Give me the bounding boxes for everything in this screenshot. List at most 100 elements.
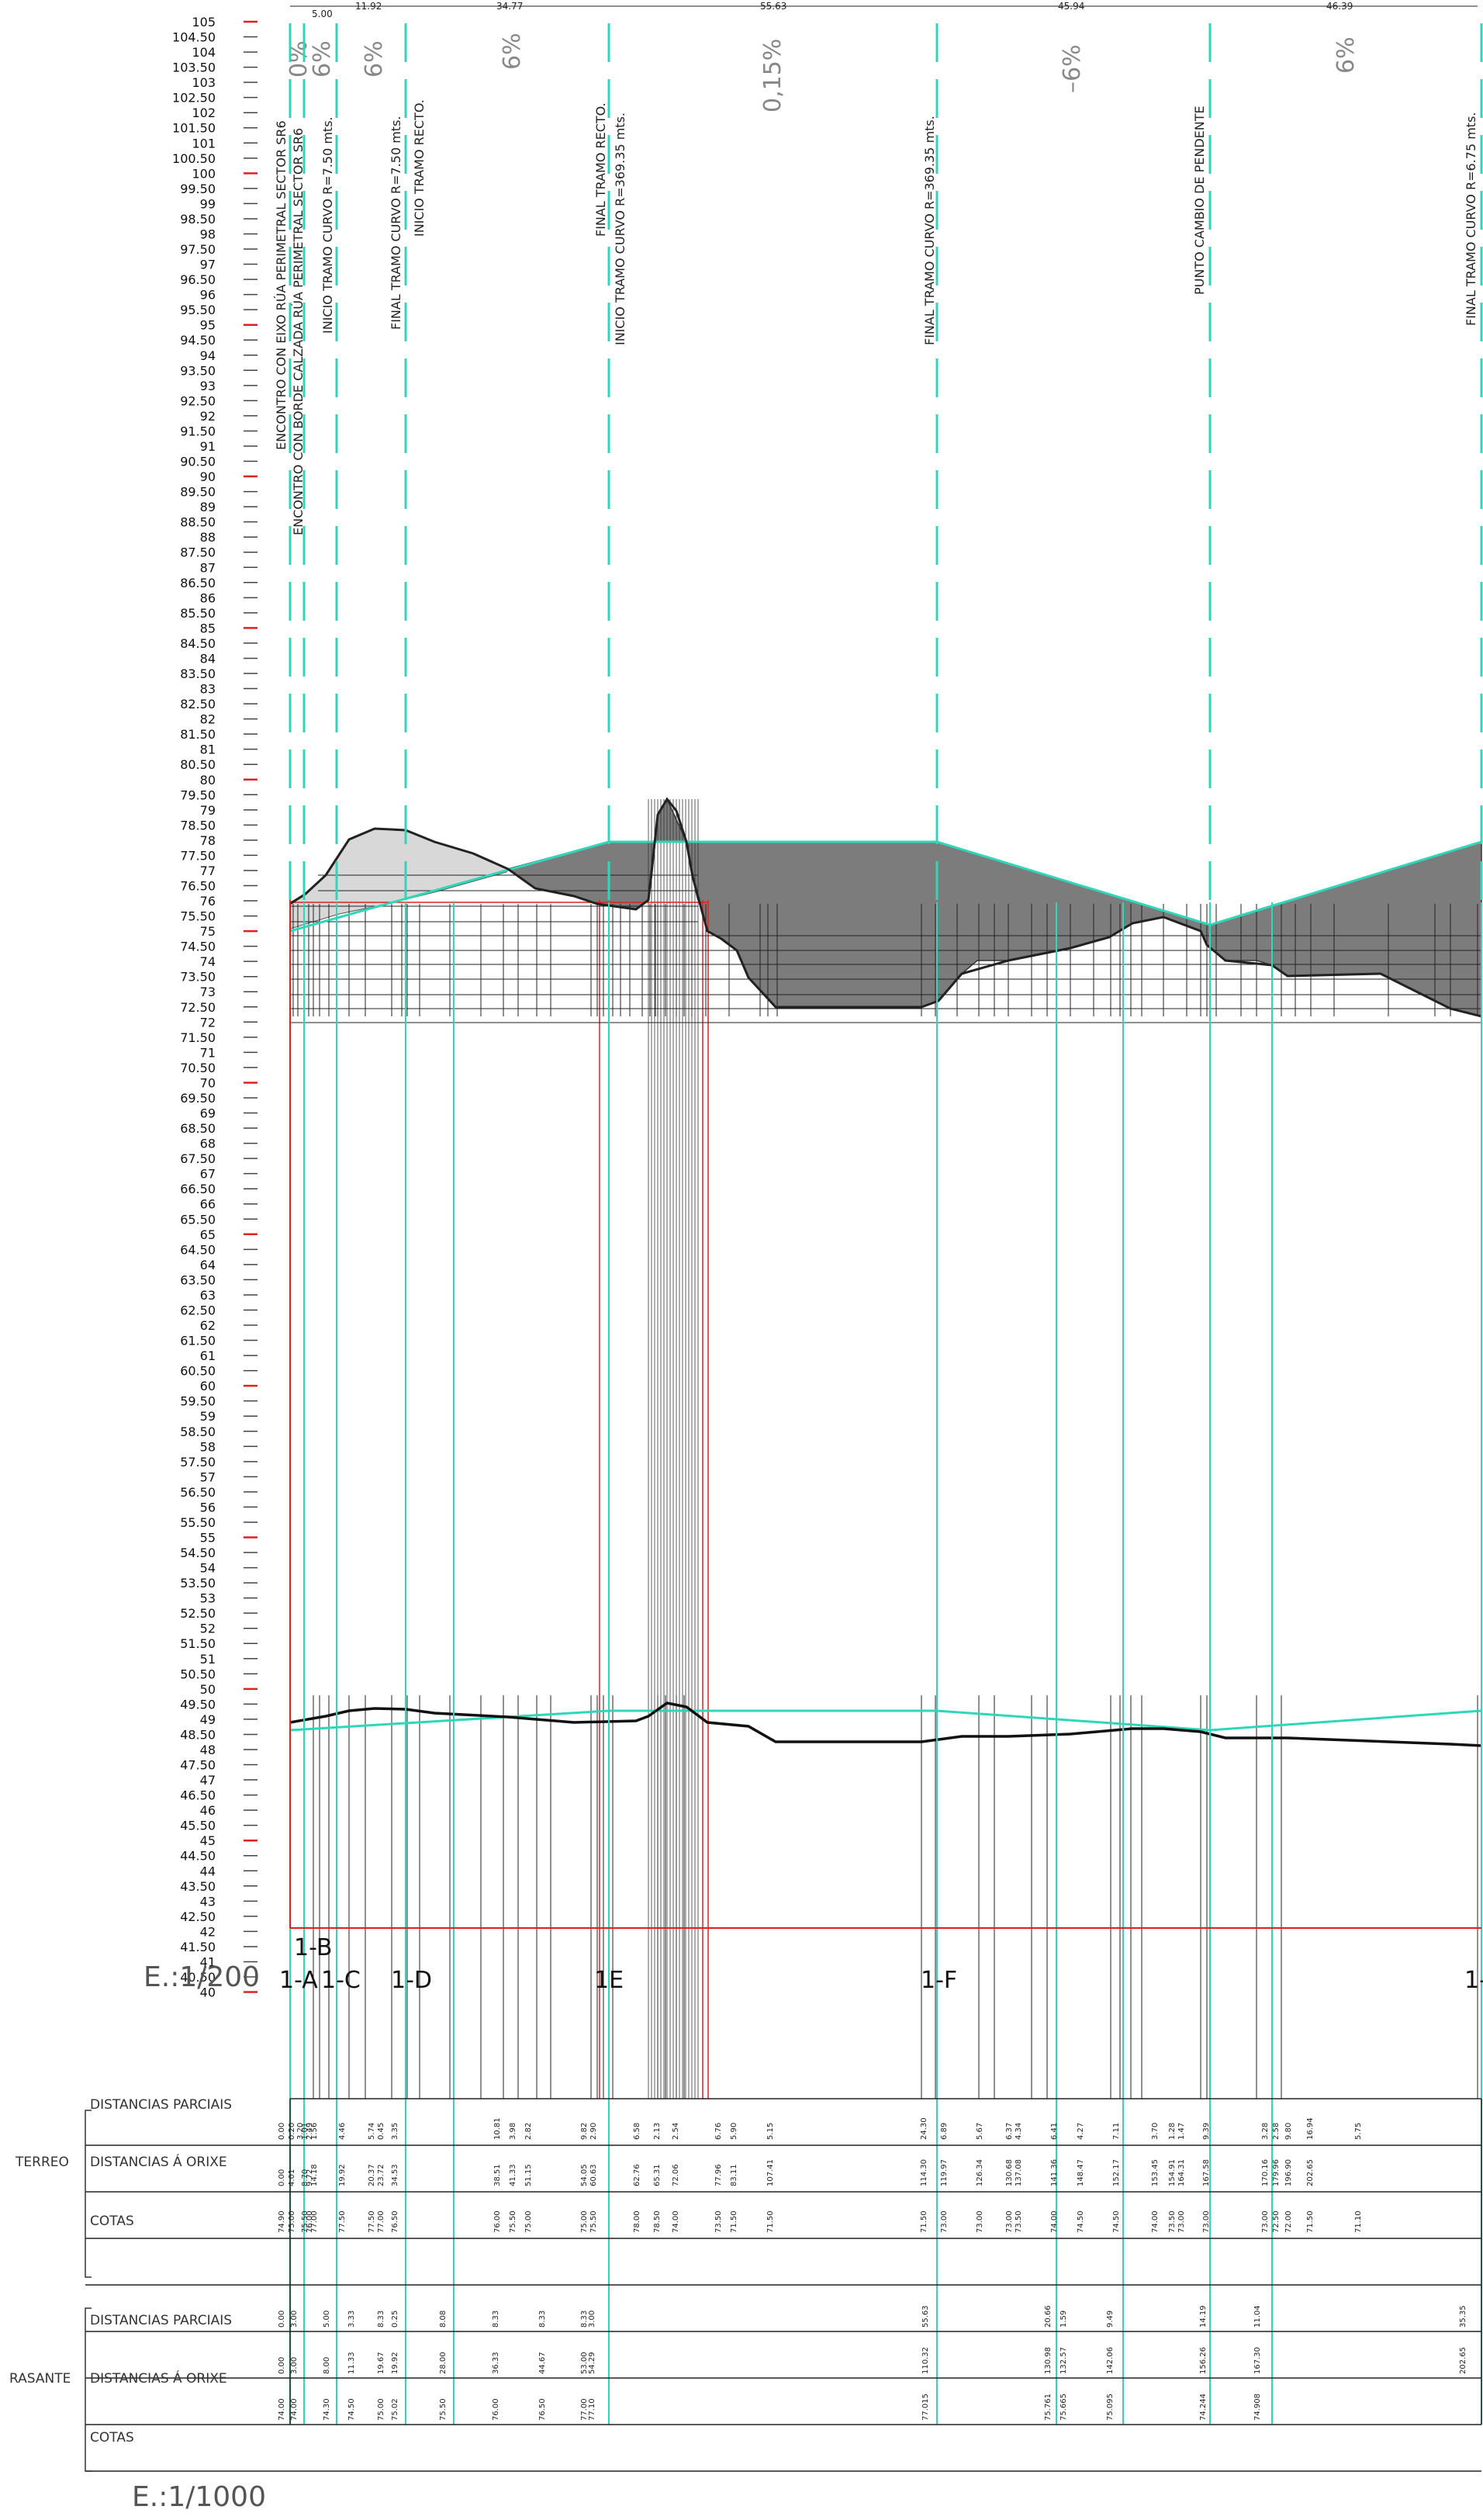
table-cell-terreo-parciais: 1.01 (301, 2123, 309, 2140)
table-cell-terreo-orixe: 119.97 (940, 2159, 949, 2186)
table-cell-terreo-orixe: 62.76 (633, 2164, 641, 2186)
table-cell-terreo-parciais: 4.34 (1015, 2123, 1023, 2140)
table-cell-terreo-cotas: 77.00 (310, 2210, 319, 2233)
slope-label: 6% (499, 33, 526, 70)
table-cell-rasante-parciais: 0.00 (278, 2311, 286, 2328)
table-cell-rasante-orixe: 110.32 (921, 2347, 930, 2374)
table-cell-terreo-parciais: 2.54 (672, 2123, 680, 2140)
table-cell-terreo-cotas: 74.00 (672, 2210, 680, 2233)
table-cell-terreo-cotas: 71.10 (1354, 2210, 1363, 2233)
elevation-label: 47 (200, 1773, 216, 1788)
section-label: 1E (594, 1967, 624, 1994)
elevation-label: 56 (200, 1500, 216, 1514)
elevation-label: 95 (200, 318, 216, 333)
table-cell-rasante-parciais: 3.00 (588, 2311, 596, 2328)
table-cell-rasante-parciais: 8.33 (580, 2311, 589, 2328)
elevation-label: 96 (200, 288, 216, 303)
table-cell-terreo-orixe: 126.34 (976, 2159, 984, 2186)
table-cell-rasante-cotas: 76.50 (538, 2398, 547, 2421)
annotation-end-straight: FINAL TRAMO RECTO. (593, 102, 608, 237)
elevation-label: 91.50 (180, 424, 216, 438)
table-cell-rasante-parciais: 9.49 (1106, 2311, 1115, 2328)
data-table: DISTANCIAS PARCIAIS DISTANCIAS Á ORIXE C… (9, 2097, 1482, 2472)
table-cell-terreo-orixe: 14.18 (310, 2164, 319, 2186)
elevation-label: 77 (200, 864, 216, 878)
scale-label-bottom: E.:1/1000 (132, 2481, 266, 2513)
elevation-scale: 105104.50104103.50103102.50102101.501011… (172, 15, 258, 2000)
table-cell-rasante-parciais: 11.04 (1253, 2305, 1262, 2328)
elevation-label: 64 (200, 1258, 216, 1272)
elevation-label: 55.50 (180, 1515, 216, 1530)
elevation-label: 65.50 (180, 1212, 216, 1227)
table-cell-rasante-orixe: 11.33 (347, 2352, 356, 2374)
table-cell-terreo-orixe: 154.91 (1168, 2159, 1177, 2186)
elevation-label: 51 (200, 1652, 216, 1667)
table-cell-rasante-cotas: 74.908 (1253, 2394, 1262, 2421)
elevation-label: 67.50 (180, 1151, 216, 1166)
elevation-label: 61 (200, 1348, 216, 1363)
elevation-label: 105 (192, 15, 216, 29)
table-cell-terreo-cotas: 73.00 (1261, 2210, 1270, 2233)
elevation-label: 103 (192, 75, 216, 90)
elevation-label: 83.50 (180, 666, 216, 681)
scale-label-profile: E.:1/200 (143, 1961, 260, 1993)
table-cell-rasante-orixe: 156.26 (1199, 2347, 1208, 2374)
elevation-label: 44 (200, 1864, 216, 1878)
elevation-label: 48 (200, 1743, 216, 1757)
elevation-label: 79 (200, 803, 216, 818)
elevation-label: 95.50 (180, 303, 216, 317)
table-cell-rasante-cotas: 75.095 (1106, 2394, 1115, 2421)
table-cell-rasante-orixe: 44.67 (538, 2352, 547, 2374)
table-cell-terreo-parciais: 2.13 (653, 2123, 662, 2140)
elevation-label: 82.50 (180, 697, 216, 711)
table-cell-terreo-cotas: 77.00 (377, 2210, 385, 2233)
section-label: 1-B (294, 1934, 332, 1961)
table-cell-terreo-orixe: 164.31 (1177, 2159, 1186, 2186)
section-label: 1-A (279, 1967, 318, 1994)
elevation-label: 87 (200, 560, 216, 575)
table-cell-rasante-parciais: 14.19 (1199, 2305, 1208, 2328)
elevation-label: 57 (200, 1469, 216, 1484)
table-cell-terreo-parciais: 1.47 (1177, 2123, 1186, 2140)
table-cell-terreo-cotas: 75.00 (524, 2210, 533, 2233)
row-label-terreo-cotas: COTAS (90, 2214, 134, 2229)
elevation-label: 86 (200, 590, 216, 605)
table-cell-terreo-parciais: 9.80 (1284, 2123, 1293, 2140)
table-cell-rasante-cotas: 75.761 (1044, 2394, 1053, 2421)
table-cell-terreo-parciais: 5.75 (1354, 2123, 1363, 2140)
table-cell-terreo-orixe: 141.36 (1050, 2159, 1059, 2186)
elevation-label: 45.50 (180, 1819, 216, 1833)
table-cell-rasante-cotas: 74.50 (347, 2398, 356, 2421)
table-cell-terreo-orixe: 60.63 (589, 2164, 598, 2186)
table-cell-terreo-cotas: 72.00 (1284, 2210, 1293, 2233)
elevation-label: 80.50 (180, 757, 216, 772)
table-cell-terreo-orixe: 179.96 (1272, 2159, 1281, 2186)
table-cell-terreo-cotas: 74.50 (1077, 2210, 1085, 2233)
table-cell-terreo-parciais: 1.56 (310, 2123, 319, 2140)
table-cell-terreo-cotas: 77.50 (368, 2210, 376, 2233)
annotation-start-curve-369-35: INICIO TRAMO CURVO R=369.35 mts. (613, 112, 627, 345)
elevation-label: 48.50 (180, 1727, 216, 1742)
elevation-label: 99.50 (180, 182, 216, 196)
row-label-rasante-cotas: COTAS (90, 2430, 134, 2446)
table-cell-terreo-cotas: 74.00 (1151, 2210, 1160, 2233)
elevation-label: 42 (200, 1924, 216, 1939)
table-cell-terreo-cotas: 73.00 (940, 2210, 949, 2233)
elevation-label: 41 (200, 1954, 216, 1969)
table-cell-terreo-cotas: 74.00 (1050, 2210, 1059, 2233)
table-cell-rasante-cotas: 77.00 (580, 2398, 589, 2421)
top-dimension-label: 34.77 (496, 1, 523, 12)
table-cell-rasante-parciais: 8.08 (439, 2311, 448, 2328)
table-cell-terreo-parciais: 2.90 (589, 2123, 598, 2140)
table-cell-rasante-parciais: 55.63 (921, 2305, 930, 2328)
section-label: 1-D (391, 1967, 432, 1994)
top-dimension-label: 11.92 (355, 1, 382, 12)
elevation-label: 84 (200, 651, 216, 666)
table-cell-terreo-parciais: 6.37 (1005, 2123, 1014, 2140)
table-cell-terreo-orixe: 107.41 (766, 2159, 775, 2186)
table-cell-terreo-cotas: 76.00 (493, 2210, 502, 2233)
group-label-rasante: RASANTE (9, 2371, 71, 2387)
table-cell-terreo-orixe: 130.68 (1005, 2159, 1014, 2186)
elevation-label: 76.50 (180, 878, 216, 893)
elevation-label: 76 (200, 894, 216, 909)
